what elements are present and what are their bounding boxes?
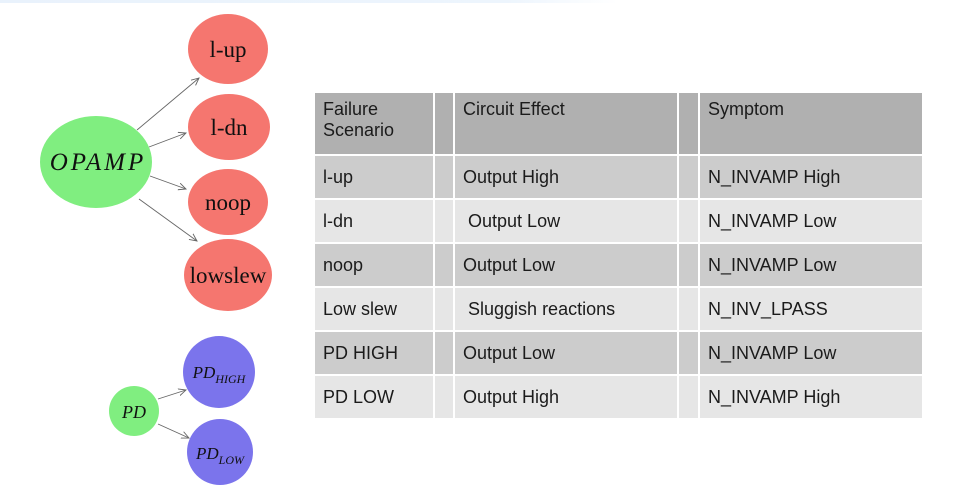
node-lowslew-shape bbox=[184, 239, 272, 311]
cell-scenario: Low slew bbox=[315, 288, 433, 330]
edge-pd-pdlow bbox=[157, 423, 189, 438]
node-lup-label: l-up bbox=[209, 37, 246, 62]
cell-scenario: l-dn bbox=[315, 200, 433, 242]
cell-symptom: N_INV_LPASS bbox=[700, 288, 922, 330]
node-pdhigh-shape bbox=[183, 336, 255, 408]
node-lup: l-up bbox=[188, 14, 268, 84]
node-lup-shape bbox=[188, 14, 268, 84]
tree-edges bbox=[136, 78, 199, 438]
node-noop: noop bbox=[188, 169, 268, 235]
node-pdlow-label: PDLOW bbox=[195, 444, 245, 467]
header-circuit-effect: Circuit Effect bbox=[455, 93, 677, 154]
fault-tree-diagram: OPAMP l-up l-dn noop lowslew PD PDHIGH bbox=[40, 14, 272, 485]
cell-scenario: PD HIGH bbox=[315, 332, 433, 374]
cell-effect: Output High bbox=[455, 156, 677, 198]
failure-scenario-table: Failure Scenario Circuit Effect Symptom … bbox=[313, 91, 924, 420]
cell-scenario: PD LOW bbox=[315, 376, 433, 418]
cell-spacer bbox=[435, 200, 453, 242]
edge-opamp-lup bbox=[136, 78, 199, 131]
cell-spacer bbox=[435, 376, 453, 418]
table-row: l-up Output High N_INVAMP High bbox=[315, 156, 922, 198]
cell-spacer bbox=[679, 332, 698, 374]
cell-spacer bbox=[435, 332, 453, 374]
table-header-row: Failure Scenario Circuit Effect Symptom bbox=[315, 93, 922, 154]
cell-effect: Output Low bbox=[455, 200, 677, 242]
cell-spacer bbox=[679, 244, 698, 286]
table-row: Low slew Sluggish reactions N_INV_LPASS bbox=[315, 288, 922, 330]
cell-spacer bbox=[679, 376, 698, 418]
table-row: l-dn Output Low N_INVAMP Low bbox=[315, 200, 922, 242]
cell-symptom: N_INVAMP High bbox=[700, 156, 922, 198]
node-lowslew-label: lowslew bbox=[190, 263, 267, 288]
edge-opamp-lowslew bbox=[138, 198, 197, 241]
cell-spacer bbox=[435, 288, 453, 330]
cell-spacer bbox=[679, 200, 698, 242]
node-ldn-shape bbox=[188, 94, 270, 160]
cell-symptom: N_INVAMP Low bbox=[700, 244, 922, 286]
cell-effect: Output Low bbox=[455, 244, 677, 286]
node-pdlow-shape bbox=[187, 419, 253, 485]
edge-opamp-ldn bbox=[148, 133, 186, 148]
top-accent-strip bbox=[0, 0, 618, 3]
node-opamp: OPAMP bbox=[40, 116, 152, 208]
node-noop-label: noop bbox=[205, 190, 251, 215]
table-row: noop Output Low N_INVAMP Low bbox=[315, 244, 922, 286]
node-opamp-shape bbox=[40, 116, 152, 208]
node-pdlow: PDLOW bbox=[187, 419, 253, 485]
header-spacer-2 bbox=[679, 93, 698, 154]
node-pd: PD bbox=[109, 386, 159, 436]
edge-pd-pdhigh bbox=[157, 390, 186, 400]
cell-symptom: N_INVAMP High bbox=[700, 376, 922, 418]
cell-spacer bbox=[435, 156, 453, 198]
node-pd-label: PD bbox=[121, 402, 146, 422]
cell-scenario: l-up bbox=[315, 156, 433, 198]
table-row: PD HIGH Output Low N_INVAMP Low bbox=[315, 332, 922, 374]
cell-effect: Sluggish reactions bbox=[455, 288, 677, 330]
cell-symptom: N_INVAMP Low bbox=[700, 200, 922, 242]
header-failure-scenario: Failure Scenario bbox=[315, 93, 433, 154]
cell-spacer bbox=[679, 288, 698, 330]
node-lowslew: lowslew bbox=[184, 239, 272, 311]
node-ldn-label: l-dn bbox=[210, 115, 248, 140]
node-noop-shape bbox=[188, 169, 268, 235]
cell-effect: Output High bbox=[455, 376, 677, 418]
node-ldn: l-dn bbox=[188, 94, 270, 160]
node-pdhigh-label: PDHIGH bbox=[192, 363, 247, 386]
cell-effect: Output Low bbox=[455, 332, 677, 374]
header-symptom: Symptom bbox=[700, 93, 922, 154]
header-spacer-1 bbox=[435, 93, 453, 154]
edge-opamp-noop bbox=[149, 175, 186, 189]
node-opamp-label: OPAMP bbox=[50, 149, 146, 176]
cell-spacer bbox=[435, 244, 453, 286]
cell-symptom: N_INVAMP Low bbox=[700, 332, 922, 374]
node-pd-shape bbox=[109, 386, 159, 436]
node-pdhigh: PDHIGH bbox=[183, 336, 255, 408]
cell-spacer bbox=[679, 156, 698, 198]
table-row: PD LOW Output High N_INVAMP High bbox=[315, 376, 922, 418]
cell-scenario: noop bbox=[315, 244, 433, 286]
